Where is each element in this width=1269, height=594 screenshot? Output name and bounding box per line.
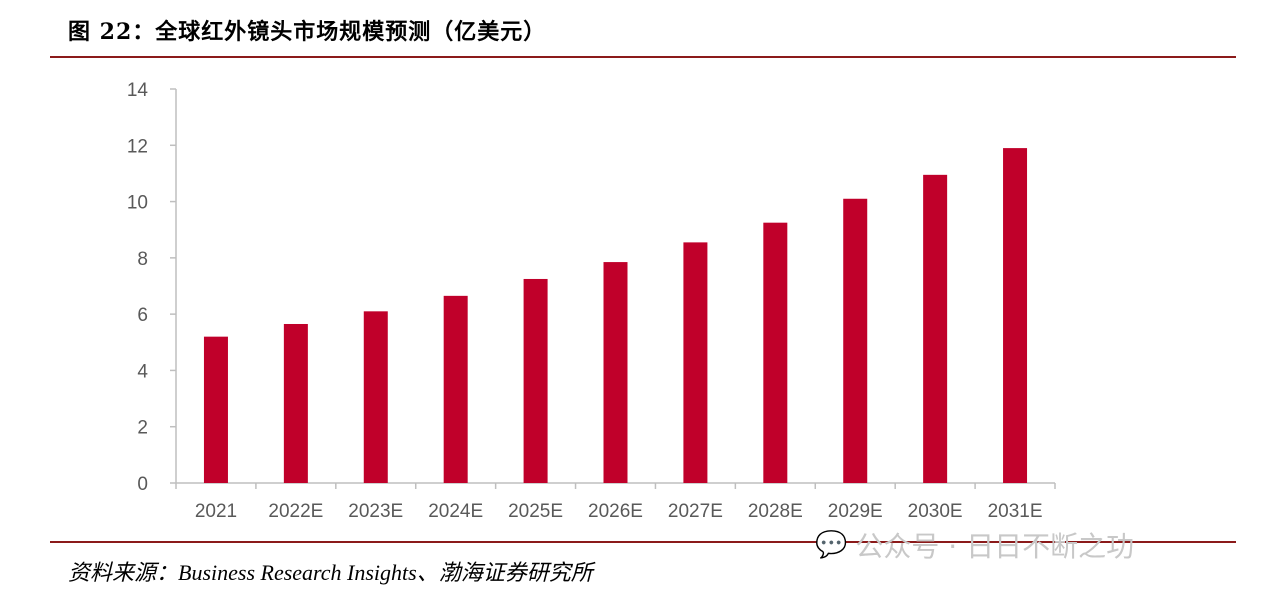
bar-2022E	[283, 323, 308, 483]
bar-2025E	[523, 278, 548, 483]
y-tick-label: 0	[137, 474, 148, 495]
x-tick-label: 2022E	[268, 501, 323, 522]
figure-title: 图 22：全球红外镜头市场规模预测（亿美元）	[68, 19, 547, 45]
x-tick-label: 2031E	[988, 501, 1043, 522]
bar-2024E	[443, 295, 468, 483]
bar-2029E	[843, 198, 868, 483]
bar-2021	[203, 336, 228, 483]
y-tick-label: 10	[127, 193, 148, 214]
watermark: 💬 公众号 · 日日不断之功	[815, 525, 1134, 565]
y-tick-label: 6	[137, 305, 148, 326]
bar-2023E	[363, 311, 388, 483]
x-tick-label: 2029E	[828, 501, 883, 522]
x-tick-label: 2027E	[668, 501, 723, 522]
x-tick-label: 2026E	[588, 501, 643, 522]
bar-2031E	[1003, 148, 1028, 483]
source-note: 资料来源：Business Research Insights、渤海证券研究所	[68, 560, 593, 585]
y-tick-label: 12	[127, 136, 148, 157]
y-tick-label: 2	[137, 418, 148, 439]
bar-2030E	[923, 174, 948, 484]
bar-2028E	[763, 222, 788, 483]
x-tick-label: 2021	[195, 501, 237, 522]
y-tick-label: 4	[137, 361, 148, 382]
watermark-text: 公众号 · 日日不断之功	[855, 530, 1135, 563]
x-tick-label: 2023E	[348, 501, 403, 522]
bar-2026E	[603, 262, 628, 483]
x-tick-label: 2025E	[508, 501, 563, 522]
title-rule	[50, 56, 1236, 58]
wechat-icon: 💬	[815, 530, 848, 560]
x-tick-label: 2030E	[908, 501, 963, 522]
x-tick-label: 2024E	[428, 501, 483, 522]
bar-2027E	[683, 242, 708, 483]
x-tick-label: 2028E	[748, 501, 803, 522]
y-tick-label: 8	[137, 249, 148, 270]
y-tick-label: 14	[127, 80, 149, 101]
source-rule	[50, 541, 1236, 543]
